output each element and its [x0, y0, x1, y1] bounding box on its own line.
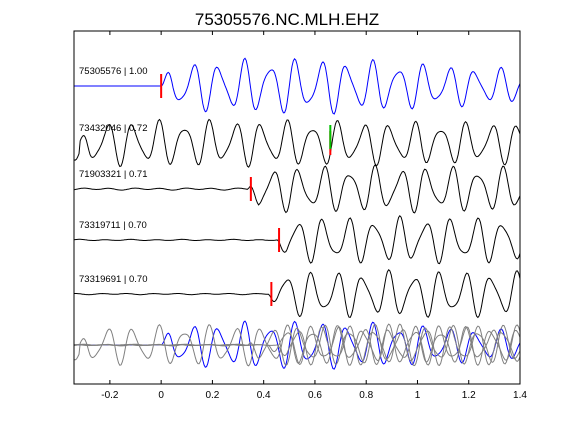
- overlay-line-4: [74, 323, 521, 367]
- trace-labels-group: 75305576 | 1.00 73432046 | 0.72 71903321 |…: [79, 66, 148, 285]
- chart-title: 75305576.NC.MLH.EHZ: [195, 10, 379, 29]
- x-tick-label-0: -0.2: [101, 390, 119, 401]
- x-tick-label-4: 0.6: [308, 390, 322, 401]
- overlay-group: [73, 320, 521, 370]
- x-tick-label-3: 0.4: [257, 390, 271, 401]
- trace-line-3: [73, 215, 521, 265]
- x-tick-label-2: 0.2: [205, 390, 219, 401]
- traces-group: [73, 57, 521, 319]
- trace-line-4: [74, 269, 521, 319]
- trace-label-4: 73319691 | 0.70: [79, 274, 148, 285]
- plot-frame: [73, 30, 521, 385]
- trace-line-2: [73, 164, 521, 214]
- trace-label-1: 73432046 | 0.72: [79, 123, 148, 134]
- trace-label-2: 71903321 | 0.71: [79, 169, 148, 180]
- x-tick-label-6: 1: [415, 390, 421, 401]
- x-tick-label-1: 0: [158, 390, 164, 401]
- x-tick-label-7: 1.2: [462, 390, 476, 401]
- x-tick-label-8: 1.4: [513, 390, 527, 401]
- trace-label-3: 73319711 | 0.70: [79, 220, 147, 231]
- trace-label-0: 75305576 | 1.00: [79, 66, 148, 77]
- x-tick-label-5: 0.8: [359, 390, 373, 401]
- trace-line-1: [73, 118, 521, 168]
- trace-line-0: [74, 57, 521, 115]
- x-axis-ticks: -0.2 0 0.2 0.4 0.6 0.8 1 1.2 1.4: [101, 31, 527, 401]
- picks-group: [160, 74, 332, 306]
